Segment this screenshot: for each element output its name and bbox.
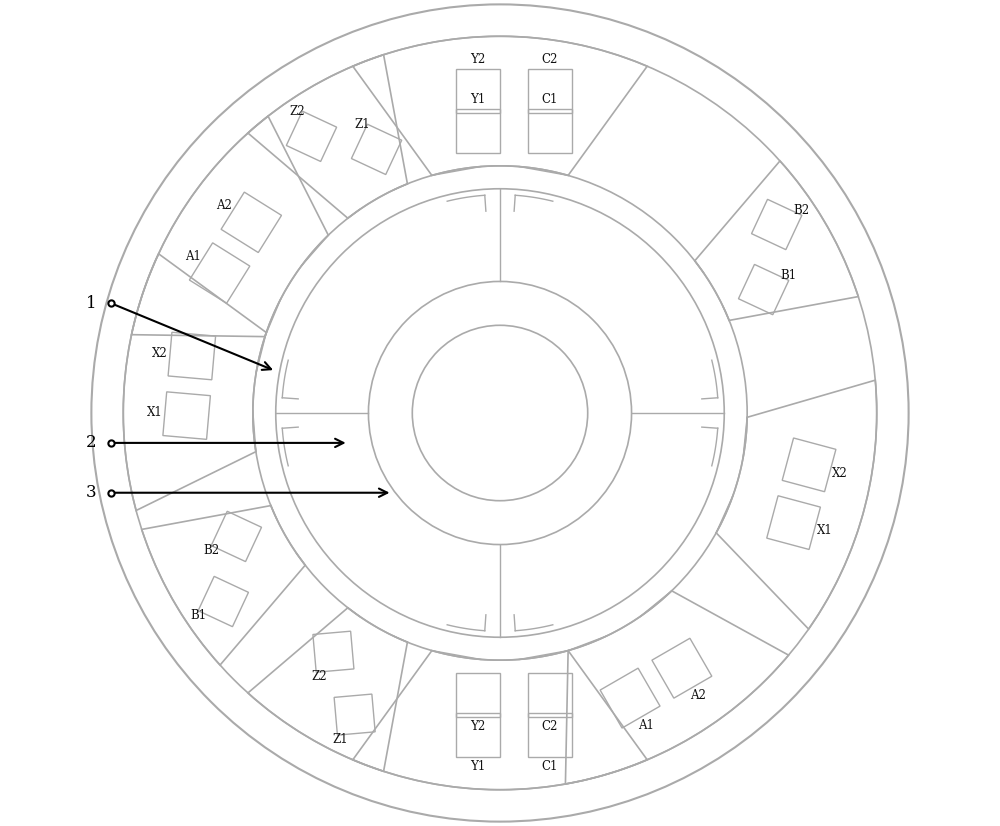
Text: Y2: Y2: [470, 720, 486, 733]
Text: B1: B1: [190, 610, 206, 623]
Text: Y2: Y2: [470, 53, 486, 66]
Text: X1: X1: [817, 525, 832, 538]
Text: X1: X1: [147, 406, 163, 420]
Text: C2: C2: [542, 720, 558, 733]
Text: 2: 2: [86, 434, 96, 451]
Text: A1: A1: [638, 719, 654, 732]
Text: X2: X2: [152, 347, 168, 360]
Text: Z2: Z2: [311, 670, 327, 683]
Text: A2: A2: [690, 690, 706, 702]
Text: Z1: Z1: [354, 118, 370, 131]
Text: A2: A2: [216, 199, 232, 212]
Text: Y1: Y1: [470, 93, 486, 106]
Text: Z1: Z1: [332, 733, 348, 746]
Text: 3: 3: [86, 484, 96, 501]
Text: 1: 1: [86, 295, 96, 312]
Text: B2: B2: [794, 203, 810, 216]
Text: B1: B1: [781, 268, 797, 282]
Text: X2: X2: [832, 467, 848, 480]
Text: Z2: Z2: [289, 105, 305, 118]
Text: C2: C2: [542, 53, 558, 66]
Text: B2: B2: [203, 544, 219, 558]
Text: C1: C1: [542, 93, 558, 106]
Text: Y1: Y1: [470, 760, 486, 773]
Text: C1: C1: [542, 760, 558, 773]
Text: A1: A1: [185, 249, 201, 263]
